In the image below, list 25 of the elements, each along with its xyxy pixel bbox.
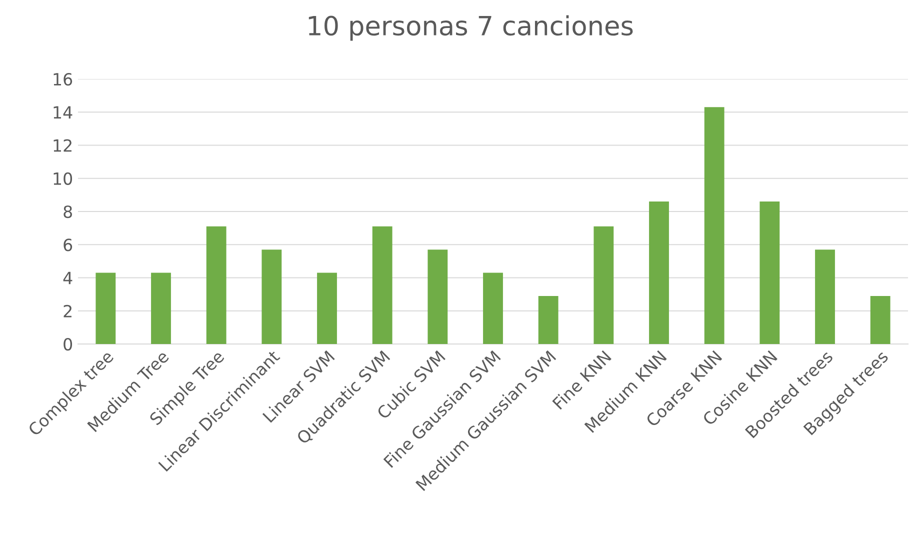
bar [815, 250, 835, 344]
y-tick-label: 0 [64, 338, 72, 351]
y-tick-label: 14 [54, 106, 72, 118]
bar [428, 250, 448, 344]
bar [538, 296, 558, 344]
bar [483, 272, 503, 344]
bar [96, 272, 116, 344]
y-tick-label: 6 [64, 238, 72, 252]
y-tick-label: 12 [54, 139, 72, 152]
bar [760, 202, 780, 344]
bar [649, 202, 669, 344]
chart-title: 10 personas 7 canciones [308, 15, 633, 41]
y-tick-label: 16 [54, 72, 72, 86]
bar [206, 226, 226, 344]
y-tick-label: 8 [64, 205, 72, 218]
y-tick-label: 2 [64, 304, 72, 318]
bar [704, 107, 724, 344]
bar [317, 272, 337, 344]
bar [262, 250, 282, 344]
bar [372, 226, 392, 344]
y-tick-label: 4 [63, 272, 72, 284]
bar [870, 296, 890, 344]
bar [151, 272, 171, 344]
bar [594, 226, 614, 344]
y-tick-label: 10 [54, 172, 72, 185]
